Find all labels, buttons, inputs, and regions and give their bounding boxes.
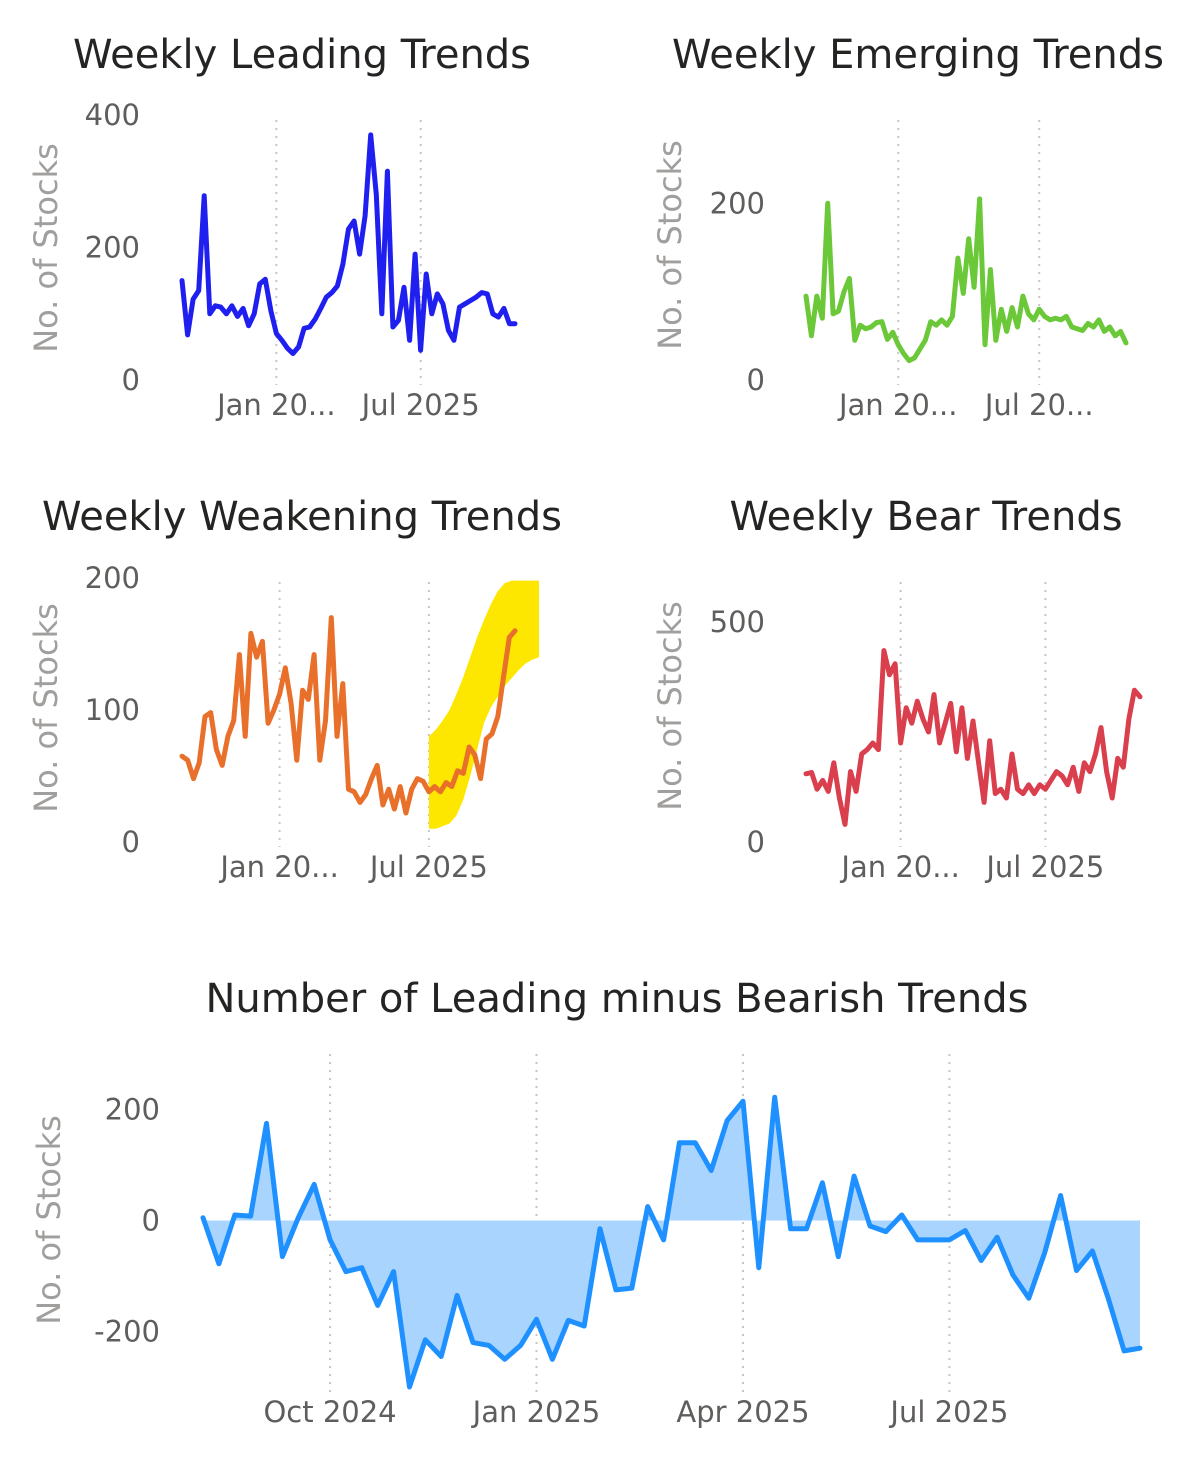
- y-tick-label: 500: [710, 605, 765, 639]
- series-line: [803, 196, 1129, 364]
- x-tick-label: Jul 20...: [983, 388, 1094, 422]
- chart-leading-minus-bearish-trends: Number of Leading minus Bearish Trends N…: [30, 976, 1143, 1429]
- y-tick-label: 0: [747, 825, 765, 859]
- y-tick-label: -200: [94, 1315, 160, 1349]
- x-tick-label: Jan 20...: [218, 850, 338, 884]
- forecast-band: [428, 580, 539, 829]
- y-tick-label: 0: [142, 1204, 160, 1238]
- y-tick-label: 0: [122, 363, 140, 397]
- y-tick-label: 200: [85, 561, 140, 595]
- chart-title: Number of Leading minus Bearish Trends: [205, 976, 1028, 1022]
- x-tick-label: Jan 20...: [839, 850, 959, 884]
- chart-weekly-weakening-trends: Weekly Weakening Trends No. of Stocks 0 1…: [27, 494, 562, 884]
- y-tick-label: 200: [105, 1093, 160, 1127]
- chart-title: Weekly Emerging Trends: [672, 32, 1164, 78]
- x-tick-label: Jan 20...: [837, 388, 957, 422]
- x-tick-label: Jan 20...: [215, 388, 335, 422]
- chart-title: Weekly Weakening Trends: [42, 494, 562, 540]
- x-tick-label: Apr 2025: [676, 1395, 809, 1429]
- series-line: [179, 132, 518, 356]
- x-tick-label: Jul 2025: [888, 1395, 1008, 1429]
- y-tick-label: 200: [85, 231, 140, 265]
- chart-title: Weekly Leading Trends: [73, 32, 531, 78]
- x-tick-label: Jul 2025: [984, 850, 1104, 884]
- chart-weekly-leading-trends: Weekly Leading Trends No. of Stocks 0 200…: [27, 32, 531, 422]
- chart-weekly-emerging-trends: Weekly Emerging Trends No. of Stocks 0 20…: [651, 32, 1164, 422]
- y-tick-label: 0: [747, 363, 765, 397]
- y-tick-label: 400: [85, 98, 140, 132]
- x-tick-label: Jul 2025: [360, 388, 480, 422]
- y-axis-label: No. of Stocks: [27, 143, 65, 353]
- y-axis-label: No. of Stocks: [27, 603, 65, 813]
- y-tick-label: 100: [85, 693, 140, 727]
- x-tick-label: Oct 2024: [263, 1395, 396, 1429]
- x-tick-label: Jul 2025: [368, 850, 488, 884]
- y-tick-label: 200: [710, 186, 765, 220]
- area-fill: [203, 1097, 1140, 1387]
- series-line: [179, 615, 518, 816]
- y-axis-label: No. of Stocks: [651, 601, 689, 811]
- x-tick-label: Jan 2025: [471, 1395, 601, 1429]
- series-line: [803, 648, 1143, 827]
- y-tick-label: 0: [122, 825, 140, 859]
- chart-title: Weekly Bear Trends: [729, 494, 1122, 540]
- series-line: [200, 1094, 1143, 1390]
- y-axis-label: No. of Stocks: [651, 140, 689, 350]
- chart-weekly-bear-trends: Weekly Bear Trends No. of Stocks 0 500 Ja…: [651, 494, 1143, 884]
- y-axis-label: No. of Stocks: [30, 1115, 68, 1325]
